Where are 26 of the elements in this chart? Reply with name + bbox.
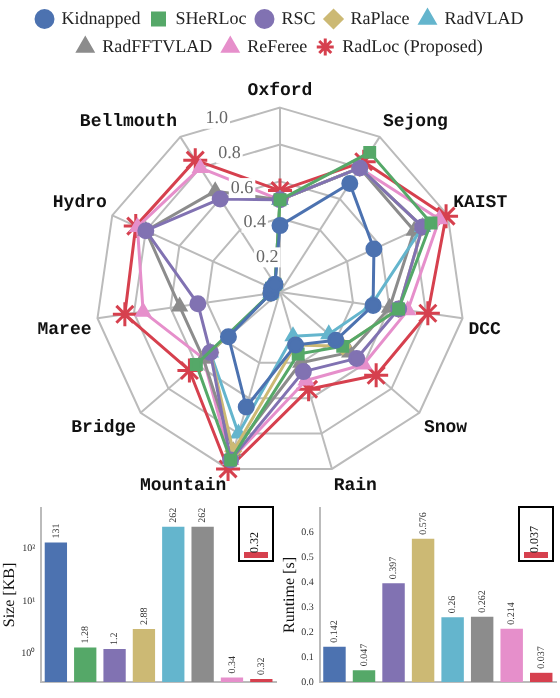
legend-label: RSC [281,7,316,28]
spoke-label: Rain [333,476,377,497]
legend-label: SHeRLoc [175,7,247,28]
spoke-label: Snow [423,418,469,439]
spoke-label: DCC [468,320,503,341]
y-axis-title: Size [KB] [0,562,18,628]
legend-label: RadLoc (Proposed) [342,35,483,56]
spoke-label: KAIST [453,192,509,213]
spoke-label: Oxford [247,81,313,102]
spoke-label: Sejong [382,111,448,132]
y-tick-label: 0.8 [218,142,242,163]
spoke-label: Maree [37,320,92,341]
spoke-label: Mountain [139,476,227,497]
y-tick-label: 1.0 [205,107,230,128]
legend-label: RaPlace [350,7,410,28]
legend-label: RadVLAD [444,7,525,28]
y-axis-title: Runtime [s] [279,556,298,633]
spoke-label: Hydro [52,192,107,213]
spoke-label: Bellmouth [79,111,178,132]
y-tick-label: 0.4 [243,211,267,232]
legend-label: RadFFTVLAD [102,35,214,56]
y-tick-label: 0.2 [256,246,279,267]
legend-label: ReFeree [247,35,308,56]
legend-label: Kidnapped [61,7,142,28]
y-tick-label: 0.6 [230,176,255,197]
spoke-label: Bridge [71,418,137,439]
